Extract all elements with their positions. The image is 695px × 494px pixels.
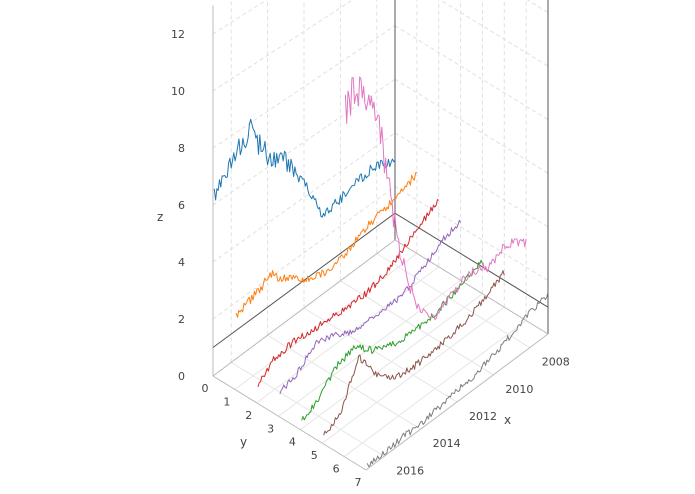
grid-line <box>439 0 549 67</box>
grid-line <box>376 253 531 349</box>
box-edge <box>212 212 396 348</box>
grid-line <box>278 279 461 417</box>
grid-line <box>303 307 458 403</box>
z-axis-ticks: 0 2 4 6 8 10 12 <box>171 28 185 383</box>
grid-line <box>394 185 549 281</box>
x-tick-label: 2010 <box>505 383 533 396</box>
y-tick-label: 3 <box>267 422 274 435</box>
grid-line <box>300 293 483 431</box>
x-tick-label: 2014 <box>433 437 461 450</box>
z-axis-title: z <box>157 210 163 224</box>
y-tick-label: 2 <box>245 409 252 422</box>
grid-line <box>212 132 396 263</box>
box-edge <box>212 239 396 377</box>
grid-line <box>212 186 396 320</box>
axis-box-edges <box>212 0 549 471</box>
grid-line <box>321 306 505 444</box>
series-lines <box>213 76 549 468</box>
series-line-y-2[interactable] <box>257 199 439 388</box>
grid-lines <box>212 0 549 457</box>
x-tick-label: 2008 <box>542 356 570 369</box>
z-tick-label: 2 <box>178 313 185 326</box>
x-tick-label: 2016 <box>396 464 424 477</box>
y-axis-ticks: 0 1 2 3 4 5 6 7 <box>202 382 362 489</box>
x-axis-line <box>365 333 549 471</box>
grid-line <box>343 320 527 457</box>
y-tick-label: 0 <box>202 382 209 395</box>
grid-line <box>526 0 549 13</box>
grid-line <box>394 25 549 121</box>
x-axis-ticks: 2008 2010 2012 2014 2016 <box>396 356 570 478</box>
series-line-y-7[interactable] <box>366 291 549 468</box>
series-line-y-5[interactable] <box>323 270 505 436</box>
series-line-y-4[interactable] <box>301 259 483 421</box>
y-tick-label: 6 <box>333 463 340 476</box>
y-tick-label: 4 <box>289 436 296 449</box>
x-tick-label: 2012 <box>469 410 497 423</box>
grid-line <box>394 78 549 174</box>
x-axis-title: x <box>504 413 511 427</box>
series-line-y-6[interactable] <box>344 76 527 321</box>
z-tick-label: 4 <box>178 256 185 269</box>
grid-line <box>212 25 396 149</box>
grid-line <box>394 132 549 228</box>
y-tick-label: 1 <box>223 395 230 408</box>
z-tick-label: 10 <box>171 85 185 98</box>
z-tick-label: 8 <box>178 142 185 155</box>
y-axis-line <box>212 375 367 471</box>
grid-line <box>212 0 268 35</box>
grid-line <box>230 361 385 457</box>
grid-line <box>267 334 421 430</box>
z-tick-label: 6 <box>178 199 185 212</box>
series-line-y-0[interactable] <box>213 118 396 218</box>
series-line-y-3[interactable] <box>279 219 462 395</box>
box-edge <box>394 212 549 308</box>
z-tick-label: 0 <box>178 370 185 383</box>
y-tick-label: 7 <box>355 476 362 489</box>
series-line-y-1[interactable] <box>235 171 418 318</box>
box-edge <box>394 239 549 335</box>
z-tick-label: 12 <box>171 28 185 41</box>
y-tick-label: 5 <box>311 449 318 462</box>
y-axis-title: y <box>240 435 247 449</box>
